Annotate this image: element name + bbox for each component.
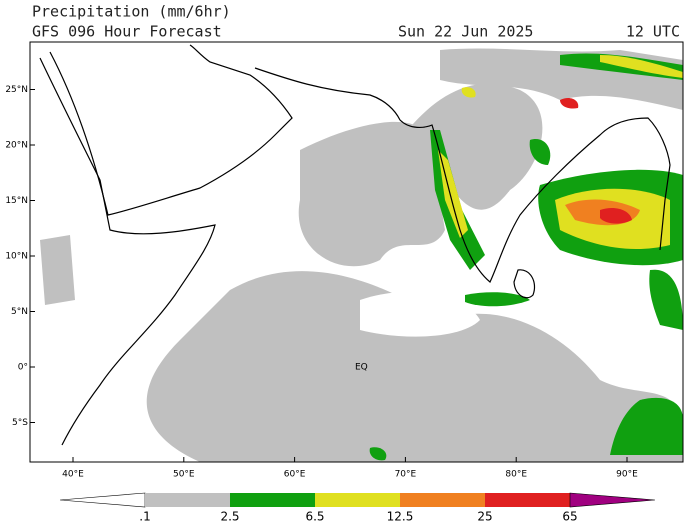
colorbar: .1 2.5 6.5 12.5 25 65 [59, 492, 656, 524]
lat-tick-label: 10°N [5, 252, 28, 262]
equator-label: EQ [355, 363, 368, 373]
lat-tick-label: 5°N [11, 307, 28, 317]
colorbar-label: 65 [562, 510, 577, 524]
colorbar-segment [400, 493, 485, 507]
map: EQ 25°N 20°N 15°N 10°N 5°N 0° 5°S 40°E 50°E 60°E 7… [5, 41, 684, 480]
lon-tick-label: 90°E [616, 470, 638, 480]
light-precip [40, 48, 683, 462]
heavy-precip [369, 53, 683, 461]
lon-tick-label: 40°E [62, 470, 84, 480]
colorbar-cap [59, 492, 146, 508]
colorbar-label: 6.5 [305, 510, 324, 524]
lat-tick-label: 25°N [5, 85, 28, 95]
coastline [39, 44, 671, 446]
colorbar-label: 2.5 [220, 510, 239, 524]
date: Sun 22 Jun 2025 [398, 23, 533, 41]
colorbar-segment [230, 493, 315, 507]
colorbar-segment [145, 493, 230, 507]
lon-tick-label: 80°E [505, 470, 527, 480]
lat-tick-label: 20°N [5, 141, 28, 151]
lat-tick-label: 5°S [12, 418, 28, 428]
lon-tick-label: 50°E [173, 470, 195, 480]
map-frame [29, 41, 684, 463]
colorbar-cap [569, 492, 656, 508]
lat-tick-label: 15°N [5, 196, 28, 206]
time: 12 UTC [626, 23, 680, 41]
colorbar-segment [315, 493, 400, 507]
colorbar-label: 25 [477, 510, 492, 524]
lon-tick-label: 70°E [395, 470, 417, 480]
colorbar-label: .1 [139, 510, 150, 524]
lat-tick-label: 0° [18, 363, 28, 373]
lon-tick-label: 60°E [284, 470, 306, 480]
title: Precipitation (mm/6hr) [32, 3, 231, 21]
subtitle: GFS 096 Hour Forecast [32, 23, 222, 41]
colorbar-label: 12.5 [387, 510, 414, 524]
colorbar-segment [485, 493, 570, 507]
